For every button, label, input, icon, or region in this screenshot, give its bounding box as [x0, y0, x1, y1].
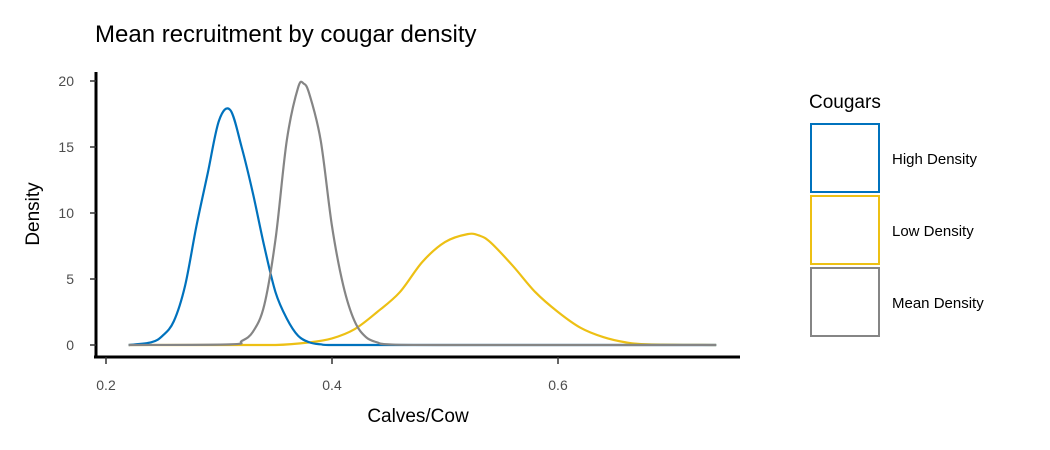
x-tick-label: 0.2 [96, 377, 116, 393]
legend-key-mean-density [810, 267, 880, 337]
plot-area: 0 5 10 15 20 0.2 0.4 0.6 [58, 72, 740, 393]
legend-label: Low Density [892, 223, 974, 240]
legend-label: High Density [892, 151, 978, 168]
x-tick-label: 0.6 [548, 377, 568, 393]
series-line-mean-density [128, 80, 717, 347]
legend-key-high-density [810, 123, 880, 193]
y-tick-label: 15 [58, 139, 74, 155]
y-tick-label: 10 [58, 205, 74, 221]
x-axis-ticks: 0.2 0.4 0.6 [96, 357, 568, 393]
series-line-low-density [128, 232, 717, 347]
legend-label: Mean Density [892, 295, 984, 312]
y-axis-title: Density [23, 182, 44, 246]
legend-key-low-density [810, 195, 880, 265]
y-tick-label: 5 [66, 271, 74, 287]
legend-title: Cougars [809, 92, 881, 113]
chart-title: Mean recruitment by cougar density [95, 21, 477, 48]
series-layer [128, 80, 717, 347]
y-tick-label: 0 [66, 337, 74, 353]
legend: Cougars High Density Low Density Mean Dens… [809, 92, 984, 337]
y-tick-label: 20 [58, 73, 74, 89]
y-axis-ticks: 0 5 10 15 20 [58, 73, 96, 353]
series-line-high-density [128, 107, 717, 347]
x-axis-title: Calves/Cow [367, 406, 469, 427]
x-tick-label: 0.4 [322, 377, 342, 393]
